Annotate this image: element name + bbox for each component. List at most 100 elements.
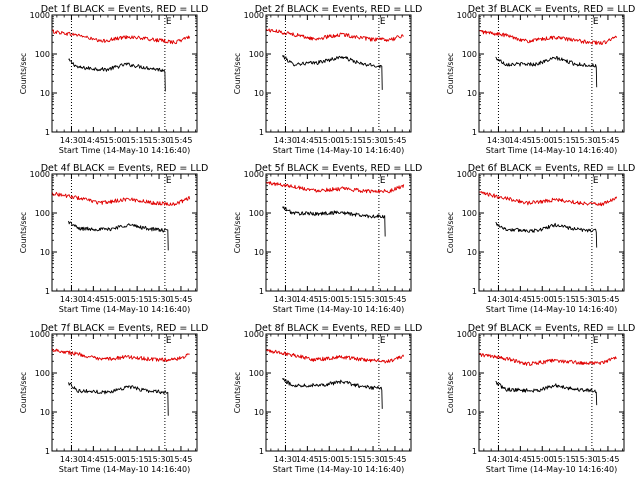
lld-series-line bbox=[479, 352, 618, 367]
y-tick-label: 1 bbox=[45, 128, 50, 137]
y-tick-label: 100 bbox=[462, 369, 477, 378]
chart-title: Det 1f BLACK = Events, RED = LLD bbox=[41, 4, 209, 15]
lld-series-line bbox=[52, 348, 190, 363]
event-marker-label: E bbox=[593, 176, 599, 186]
x-tick-label: 15:30 bbox=[362, 455, 385, 464]
event-marker-label: E bbox=[593, 17, 599, 27]
x-tick-label: 14:45 bbox=[509, 136, 532, 145]
y-axis-label: Counts/sec bbox=[19, 212, 28, 253]
x-tick-label: 15:15 bbox=[553, 136, 576, 145]
y-tick-label: 100 bbox=[35, 369, 50, 378]
y-tick-label: 1 bbox=[259, 447, 264, 456]
x-axis-label: Start Time (14-May-10 14:16:40) bbox=[486, 465, 617, 474]
y-tick-label: 10 bbox=[467, 89, 477, 98]
chart-panel-2: Det 2f BLACK = Events, RED = LLD 1 10 100 10… bbox=[233, 4, 422, 155]
x-tick-label: 15:30 bbox=[362, 136, 385, 145]
y-tick-label: 1 bbox=[259, 128, 264, 137]
y-tick-label: 100 bbox=[249, 50, 264, 59]
chart-panel-8: Det 8f BLACK = Events, RED = LLD 1 10 100 10… bbox=[233, 323, 422, 474]
y-axis-label: Counts/sec bbox=[446, 53, 455, 94]
x-tick-label: 15:00 bbox=[318, 295, 341, 304]
x-tick-label: 15:30 bbox=[575, 136, 598, 145]
event-marker-label: E bbox=[380, 17, 386, 27]
lld-series-line bbox=[52, 191, 191, 206]
y-tick-label: 10 bbox=[40, 248, 50, 257]
x-tick-label: 15:00 bbox=[104, 455, 127, 464]
x-tick-label: 14:30 bbox=[274, 136, 297, 145]
y-tick-label: 10 bbox=[467, 248, 477, 257]
axes-frame bbox=[478, 333, 625, 452]
y-tick-label: 10 bbox=[40, 408, 50, 417]
y-axis-label: Counts/sec bbox=[19, 372, 28, 413]
event-marker-label: E bbox=[166, 17, 172, 27]
chart-panel-9: Det 9f BLACK = Events, RED = LLD 1 10 100 10… bbox=[446, 323, 635, 474]
y-tick-label: 10 bbox=[254, 408, 264, 417]
event-marker-label: E bbox=[166, 176, 172, 186]
x-tick-label: 15:30 bbox=[575, 455, 598, 464]
chart-panel-1: Det 1f BLACK = Events, RED = LLD 1 10 100 10… bbox=[19, 4, 208, 155]
axes-frame bbox=[51, 14, 198, 133]
x-tick-label: 15:45 bbox=[383, 455, 406, 464]
y-tick-label: 1000 bbox=[244, 330, 264, 339]
axes-frame bbox=[265, 14, 412, 133]
y-tick-label: 1 bbox=[259, 287, 264, 296]
x-tick-label: 14:30 bbox=[60, 455, 83, 464]
x-tick-label: 15:45 bbox=[169, 455, 192, 464]
chart-title: Det 2f BLACK = Events, RED = LLD bbox=[255, 4, 423, 15]
event-marker-label: E bbox=[593, 336, 599, 346]
x-tick-label: 14:45 bbox=[509, 295, 532, 304]
x-tick-label: 15:00 bbox=[318, 136, 341, 145]
events-series-line bbox=[68, 220, 169, 251]
chart-title: Det 7f BLACK = Events, RED = LLD bbox=[41, 323, 209, 334]
x-tick-label: 15:15 bbox=[126, 455, 149, 464]
x-axis-label: Start Time (14-May-10 14:16:40) bbox=[273, 146, 404, 155]
y-tick-label: 1 bbox=[45, 287, 50, 296]
events-series-line bbox=[282, 378, 383, 409]
events-series-line bbox=[495, 56, 598, 88]
x-tick-label: 15:45 bbox=[383, 136, 406, 145]
x-tick-label: 14:30 bbox=[487, 136, 510, 145]
y-axis-label: Counts/sec bbox=[19, 53, 28, 94]
y-tick-label: 100 bbox=[462, 209, 477, 218]
x-tick-label: 15:45 bbox=[596, 295, 619, 304]
chart-panel-3: Det 3f BLACK = Events, RED = LLD 1 10 100 10… bbox=[446, 4, 635, 155]
event-marker-label: E bbox=[380, 336, 386, 346]
axes-frame bbox=[478, 14, 625, 133]
y-tick-label: 1000 bbox=[244, 11, 264, 20]
chart-panel-5: Det 5f BLACK = Events, RED = LLD 1 10 100 10… bbox=[233, 163, 422, 314]
chart-title: Det 3f BLACK = Events, RED = LLD bbox=[468, 4, 636, 15]
x-tick-label: 14:45 bbox=[82, 295, 105, 304]
x-tick-label: 14:30 bbox=[274, 455, 297, 464]
events-series-line bbox=[68, 58, 166, 92]
lld-series-line bbox=[52, 29, 191, 45]
y-tick-label: 1 bbox=[472, 447, 477, 456]
lld-series-line bbox=[266, 349, 405, 364]
x-tick-label: 14:30 bbox=[487, 295, 510, 304]
axes-frame bbox=[265, 333, 412, 452]
x-tick-label: 15:30 bbox=[575, 295, 598, 304]
x-tick-label: 15:45 bbox=[169, 295, 192, 304]
x-tick-label: 15:45 bbox=[596, 455, 619, 464]
x-tick-label: 15:15 bbox=[126, 136, 149, 145]
x-tick-label: 15:00 bbox=[531, 136, 554, 145]
chart-title: Det 6f BLACK = Events, RED = LLD bbox=[468, 163, 636, 174]
x-tick-label: 15:15 bbox=[340, 295, 363, 304]
y-tick-label: 10 bbox=[254, 248, 264, 257]
x-tick-label: 14:45 bbox=[509, 455, 532, 464]
y-tick-label: 100 bbox=[35, 50, 50, 59]
chart-panel-4: Det 4f BLACK = Events, RED = LLD 1 10 100 10… bbox=[19, 163, 208, 314]
chart-panel-6: Det 6f BLACK = Events, RED = LLD 1 10 100 10… bbox=[446, 163, 635, 314]
x-axis-label: Start Time (14-May-10 14:16:40) bbox=[59, 465, 190, 474]
axes-frame bbox=[51, 333, 198, 452]
x-tick-label: 15:30 bbox=[148, 455, 171, 464]
x-axis-label: Start Time (14-May-10 14:16:40) bbox=[486, 146, 617, 155]
events-series-line bbox=[68, 382, 169, 416]
y-tick-label: 1000 bbox=[30, 330, 50, 339]
y-tick-label: 10 bbox=[40, 89, 50, 98]
events-series-line bbox=[495, 221, 598, 248]
y-axis-label: Counts/sec bbox=[233, 212, 242, 253]
y-tick-label: 10 bbox=[467, 408, 477, 417]
y-tick-label: 1 bbox=[472, 128, 477, 137]
x-tick-label: 15:15 bbox=[126, 295, 149, 304]
